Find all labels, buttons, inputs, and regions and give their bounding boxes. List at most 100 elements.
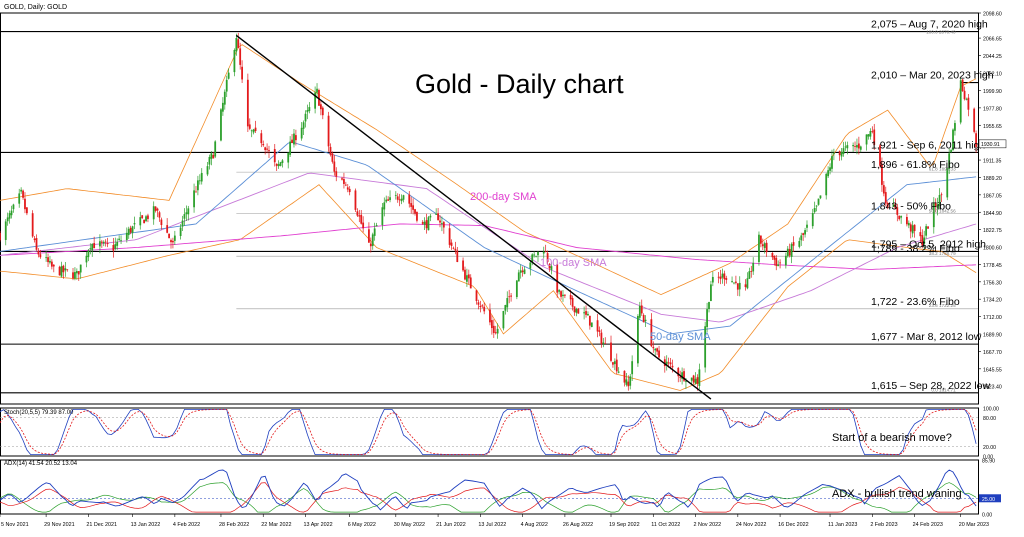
candle-body: [825, 173, 828, 196]
candle-body: [623, 370, 626, 383]
candle-body: [965, 98, 968, 100]
candle-body: [208, 156, 211, 165]
candle-body: [598, 330, 601, 332]
candle-body: [79, 264, 82, 273]
candle-body: [77, 271, 80, 275]
candle-body: [127, 228, 130, 236]
candle-body: [685, 381, 687, 383]
candle-body: [197, 180, 199, 191]
candle-body: [857, 143, 860, 149]
adx-level-box: [979, 494, 1001, 503]
candle-body: [227, 72, 230, 79]
candle-body: [35, 238, 38, 250]
candle-body: [193, 190, 195, 208]
adx-level-label: 0.00: [982, 513, 992, 519]
candle-body: [187, 208, 190, 215]
y-tick-label: 1734.20: [983, 298, 1002, 304]
candle-body: [813, 207, 816, 213]
candle-body: [706, 309, 708, 328]
candle-body: [665, 361, 668, 365]
candle-body: [800, 235, 803, 241]
candle-body: [195, 191, 197, 193]
candle-body: [585, 311, 587, 315]
candle-body: [22, 190, 24, 198]
candle-body: [289, 141, 292, 155]
candle-body: [425, 220, 428, 229]
candle-body: [842, 148, 845, 154]
candle-body: [287, 152, 290, 163]
candle-body: [483, 306, 486, 312]
candle-body: [464, 269, 466, 280]
candle-body: [481, 305, 484, 307]
candle-body: [214, 141, 217, 157]
sma50-annotation: 50-day SMA: [650, 331, 711, 343]
candle-body: [39, 254, 42, 258]
candle-body: [371, 234, 374, 247]
bollinger-upper-line: [0, 44, 977, 296]
candle-body: [537, 251, 539, 256]
candle-body: [854, 146, 856, 147]
candle-body: [873, 129, 876, 145]
x-tick-label: 24 Nov 2022: [736, 522, 767, 528]
candle-body: [923, 237, 926, 245]
candle-body: [435, 213, 438, 215]
candle-body: [327, 115, 330, 147]
downtrend-line: [235, 34, 712, 400]
candle-body: [467, 274, 470, 279]
candle-body: [462, 260, 464, 271]
candle-body: [792, 242, 795, 246]
candle-body: [262, 143, 265, 146]
candle-body: [571, 298, 574, 307]
sma100-annotation: 100-day SMA: [540, 257, 607, 269]
candle-body: [200, 172, 203, 182]
candle-body: [604, 343, 607, 345]
x-tick-label: 29 Nov 2021: [44, 522, 75, 528]
candle-body: [748, 271, 751, 279]
candle-body: [865, 134, 868, 145]
candle-body: [708, 302, 710, 310]
candle-body: [100, 241, 103, 243]
x-tick-label: 13 Jul 2022: [478, 522, 506, 528]
candle-body: [815, 205, 818, 207]
candle-body: [394, 195, 397, 196]
candle-body: [600, 332, 603, 345]
level-labels: 2,075 – Aug 7, 2020 high 2,010 – Mar 20, …: [871, 19, 994, 393]
candle-body: [765, 242, 768, 253]
candle-body: [52, 264, 55, 267]
adx-panel-frame: [0, 459, 979, 515]
candle-body: [798, 241, 801, 247]
candle-body: [940, 194, 943, 196]
moving-averages: [0, 44, 977, 391]
candle-body: [381, 207, 384, 226]
candle-body: [871, 131, 874, 133]
candle-body: [973, 108, 976, 132]
candle-body: [521, 270, 524, 273]
candle-body: [10, 210, 13, 216]
candle-body: [694, 378, 697, 384]
candle-body: [99, 241, 101, 247]
candle-body: [129, 227, 132, 233]
x-tick-label: 21 Jun 2022: [436, 522, 466, 528]
candle-body: [321, 107, 324, 116]
candle-body: [681, 372, 684, 379]
candle-body: [961, 79, 964, 92]
candle-body: [206, 166, 209, 175]
candle-body: [4, 221, 7, 240]
candle-body: [771, 253, 774, 258]
candle-body: [329, 146, 332, 155]
candle-body: [502, 310, 505, 329]
candle-body: [343, 178, 345, 184]
candle-body: [93, 243, 96, 249]
adx-minus-di-line: [0, 482, 977, 513]
candle-body: [711, 276, 714, 283]
candle-body: [738, 282, 741, 290]
candle-body: [879, 145, 881, 166]
candle-body: [906, 216, 908, 225]
candle-body: [625, 379, 628, 385]
stochastic-main-line: [0, 408, 977, 456]
candle-body: [354, 190, 357, 210]
x-tick-label: 19 Sep 2022: [609, 522, 640, 528]
adx-label: ADX(14) 41.54 20.52 13.04: [4, 461, 78, 467]
candle-body: [671, 365, 674, 368]
